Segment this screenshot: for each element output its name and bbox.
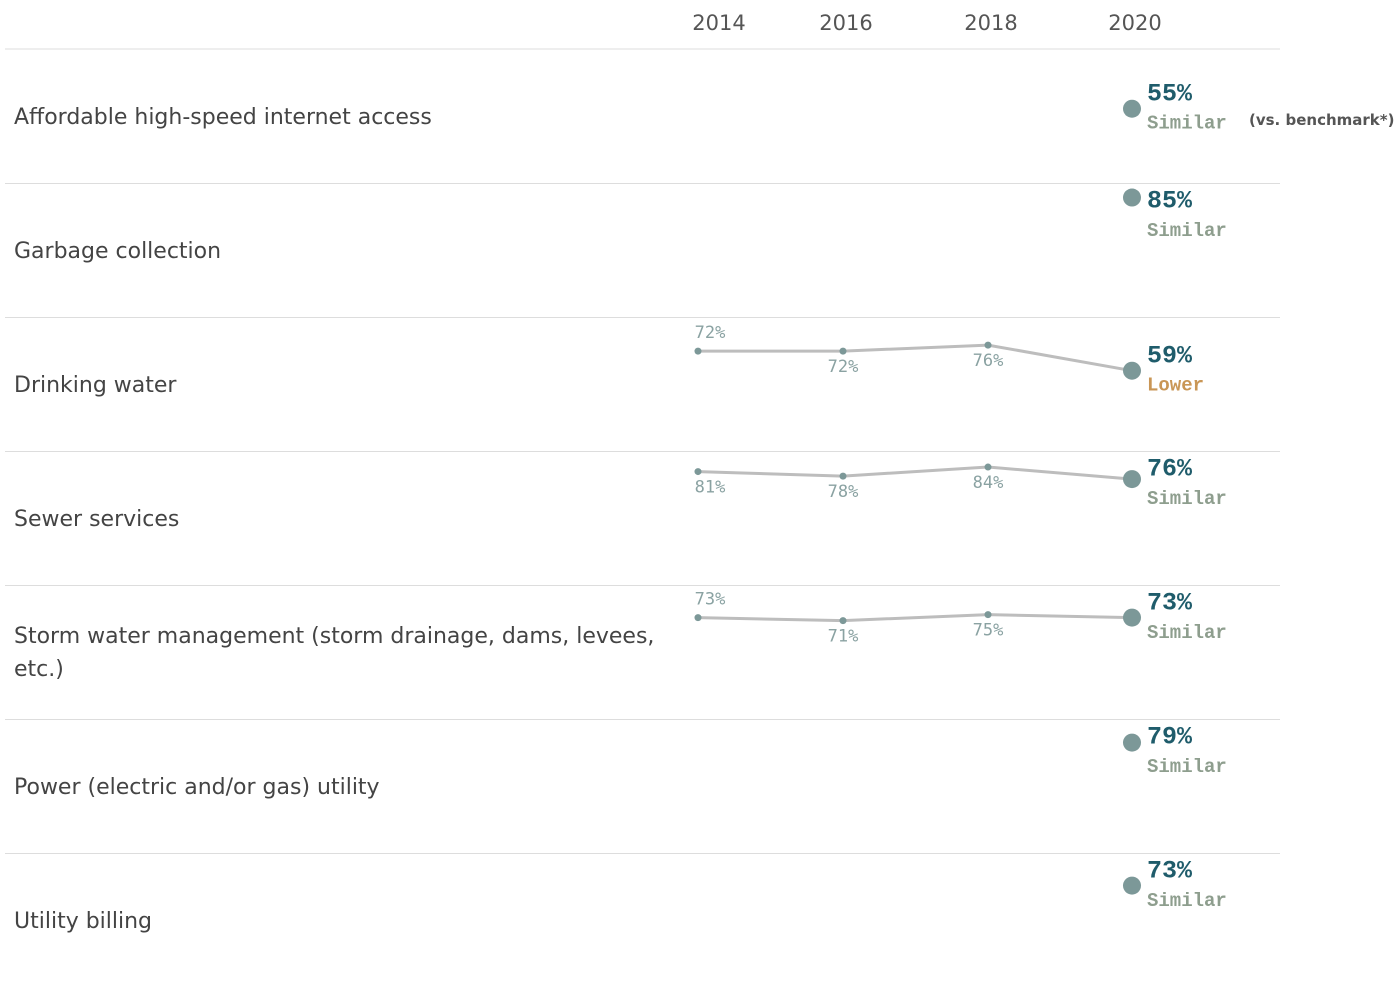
latest-dot (1123, 470, 1141, 489)
point (984, 611, 992, 619)
trend-line (697, 465, 1133, 481)
point (839, 347, 847, 355)
comparison: Similar (1147, 488, 1227, 510)
row-label: Drinking water (14, 372, 177, 398)
point-label: 81% (695, 478, 726, 498)
latest-value: 73% (1147, 857, 1193, 886)
latest-value: 73% (1147, 589, 1193, 618)
point-label: 71% (828, 627, 859, 647)
latest-dot (1123, 188, 1141, 207)
point-label: 84% (973, 473, 1004, 493)
point (839, 617, 847, 625)
latest-value: 85% (1147, 187, 1193, 216)
point (984, 463, 992, 471)
comparison: Lower (1147, 375, 1204, 397)
latest-value: 59% (1147, 341, 1193, 370)
latest-value: 76% (1147, 455, 1193, 484)
point (839, 472, 847, 480)
point (984, 341, 992, 349)
row-label: Storm water management (storm drainage, … (14, 624, 655, 682)
row-label: Garbage collection (14, 238, 222, 264)
comparison: Similar (1147, 113, 1227, 135)
point (694, 347, 702, 355)
comparison: Similar (1147, 622, 1227, 644)
point-label: 75% (973, 621, 1004, 641)
latest-dot (1123, 361, 1141, 380)
year-header: 2016 (819, 11, 872, 35)
point (694, 614, 702, 622)
latest-value: 55% (1147, 79, 1193, 108)
row-label: Sewer services (14, 506, 180, 532)
year-header: 2020 (1108, 11, 1161, 35)
benchmark-note: (vs. benchmark*) (1249, 111, 1394, 129)
year-header: 2018 (964, 11, 1017, 35)
point-label: 73% (695, 590, 726, 610)
trend-line (698, 343, 1133, 373)
latest-value: 79% (1147, 723, 1193, 752)
latest-dot (1123, 608, 1141, 627)
latest-dot (1123, 733, 1141, 752)
latest-dot (1123, 99, 1141, 118)
comparison: Similar (1147, 220, 1227, 242)
point-label: 72% (828, 357, 859, 377)
comparison: Similar (1147, 890, 1227, 912)
row-label: Affordable high-speed internet access (14, 104, 432, 130)
point-label: 76% (973, 351, 1004, 371)
year-header: 2014 (692, 11, 745, 35)
row-label: Utility billing (14, 908, 153, 934)
row-label: Power (electric and/or gas) utility (14, 774, 380, 800)
point-label: 72% (695, 323, 726, 343)
point (694, 468, 702, 476)
latest-dot (1123, 876, 1141, 895)
trend-line (697, 613, 1133, 623)
point-label: 78% (828, 482, 859, 502)
comparison: Similar (1147, 756, 1227, 778)
